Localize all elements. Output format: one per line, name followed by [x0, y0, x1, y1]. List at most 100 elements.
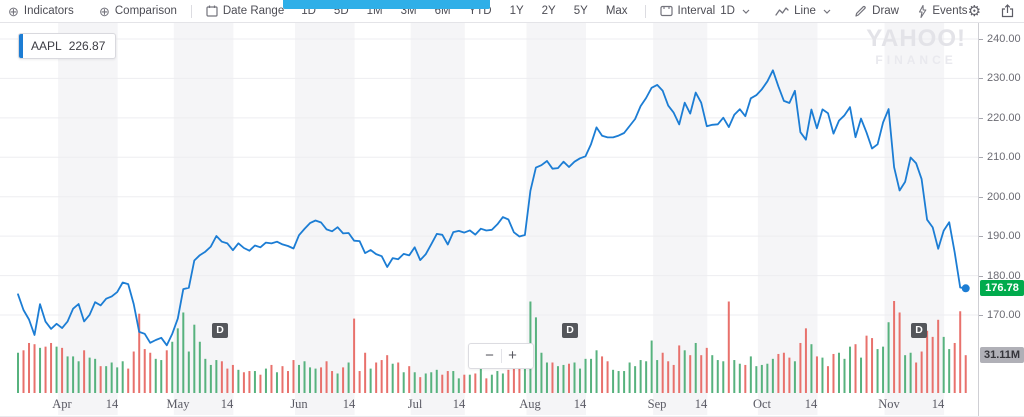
zoom-out-button[interactable]: − — [485, 347, 494, 364]
volume-bar — [656, 360, 659, 393]
volume-bar — [804, 328, 807, 393]
volume-bar — [904, 355, 907, 393]
volume-bar — [942, 336, 945, 393]
x-axis-label: 14 — [931, 397, 945, 411]
volume-bar — [893, 301, 896, 393]
volume-bar — [694, 342, 697, 393]
volume-bar — [545, 362, 548, 393]
last-volume-badge: 31.11M — [980, 347, 1024, 363]
volume-bar — [793, 361, 796, 393]
volume-bar — [430, 372, 433, 393]
volume-bar — [33, 344, 36, 393]
date-range-label: Date Range — [222, 5, 285, 17]
y-axis-tick — [979, 118, 983, 119]
chevron-down-icon — [742, 9, 750, 14]
volume-bar — [364, 352, 367, 393]
volume-bar — [226, 368, 229, 393]
zoom-divider — [500, 349, 502, 363]
line-chart-icon — [775, 6, 789, 17]
volume-bar — [876, 349, 879, 393]
chart-plot-area[interactable]: AAPL 226.87 YAHOO! FINANCE − + 240.00 230… — [0, 23, 1024, 416]
volume-bar — [391, 363, 394, 393]
symbol-legend-badge[interactable]: AAPL 226.87 — [18, 33, 117, 59]
share-icon[interactable] — [1001, 4, 1014, 18]
month-stripe — [295, 23, 355, 415]
events-button[interactable]: Events — [918, 4, 968, 18]
volume-bar — [88, 357, 91, 393]
indicators-button[interactable]: ⊕ Indicators — [8, 5, 74, 18]
volume-bar — [672, 364, 675, 393]
chart-toolbar: ⊕ Indicators ⊕ Comparison Date Range 1D 5… — [0, 0, 1024, 23]
volume-bar — [474, 373, 477, 393]
volume-bar — [165, 350, 168, 393]
volume-bar — [849, 346, 852, 393]
x-axis-label: 14 — [694, 397, 708, 411]
volume-bar — [132, 351, 135, 393]
volume-bar — [507, 369, 510, 393]
volume-bar — [534, 317, 537, 393]
volume-bar — [711, 355, 714, 393]
y-axis-tick — [979, 157, 983, 158]
volume-bar — [83, 350, 86, 393]
volume-bar — [331, 371, 334, 393]
volume-bar — [606, 361, 609, 393]
volume-bar — [17, 352, 19, 393]
range-button-1y[interactable]: 1Y — [509, 5, 524, 17]
volume-bar — [160, 360, 163, 393]
volume-bar — [882, 346, 885, 393]
volume-bar — [336, 373, 339, 393]
volume-bar — [760, 364, 763, 393]
x-axis-label: Jun — [290, 397, 308, 411]
draw-button[interactable]: Draw — [854, 5, 899, 18]
volume-bar — [865, 335, 868, 393]
dividend-event-marker[interactable]: D — [212, 323, 228, 338]
volume-bar — [215, 360, 218, 393]
volume-bar — [39, 347, 42, 393]
volume-bar — [490, 374, 493, 393]
volume-bar — [375, 362, 378, 393]
volume-bar — [220, 361, 223, 393]
volume-bar — [639, 360, 642, 393]
comparison-button[interactable]: ⊕ Comparison — [99, 5, 177, 18]
volume-bar — [204, 358, 207, 393]
volume-bar — [50, 342, 53, 393]
volume-bar — [755, 366, 758, 393]
volume-bar — [44, 346, 47, 393]
x-axis-label: Apr — [52, 397, 72, 411]
x-axis-label: Oct — [752, 397, 772, 411]
volume-bar — [683, 350, 686, 393]
date-range-button[interactable]: Date Range — [206, 5, 284, 17]
volume-bar — [860, 357, 863, 393]
events-label: Events — [932, 5, 968, 17]
dividend-event-marker[interactable]: D — [562, 323, 578, 338]
yahoo-finance-watermark: YAHOO! FINANCE — [866, 27, 966, 67]
volume-bar — [650, 340, 653, 393]
volume-bar — [501, 373, 504, 393]
range-button-2y[interactable]: 2Y — [541, 5, 556, 17]
volume-bar — [303, 361, 306, 393]
calendar-icon — [206, 5, 218, 17]
zoom-in-button[interactable]: + — [508, 347, 517, 364]
volume-bar — [854, 344, 857, 393]
interval-dropdown[interactable]: Interval 1D — [659, 5, 750, 17]
volume-bar — [325, 361, 328, 393]
dividend-event-marker[interactable]: D — [911, 323, 927, 338]
x-axis-label: 14 — [452, 397, 466, 411]
volume-bar — [77, 361, 80, 393]
volume-bar — [380, 360, 383, 393]
settings-gear-icon[interactable]: ⚙ — [967, 2, 982, 20]
volume-bar — [286, 371, 289, 393]
volume-bar — [705, 347, 708, 393]
last-price-badge: 176.78 — [980, 280, 1024, 296]
range-button-max[interactable]: Max — [605, 5, 628, 17]
volume-bar — [187, 351, 190, 393]
volume-bar — [909, 352, 912, 393]
volume-bar — [634, 366, 637, 393]
volume-bar — [937, 319, 940, 393]
volume-bar — [413, 372, 416, 393]
y-axis-tick — [979, 39, 983, 40]
range-button-5y[interactable]: 5Y — [573, 5, 588, 17]
x-axis-label: 14 — [573, 397, 587, 411]
chart-type-dropdown[interactable]: Line — [775, 5, 831, 17]
y-axis-label: 230.00 — [987, 72, 1021, 84]
